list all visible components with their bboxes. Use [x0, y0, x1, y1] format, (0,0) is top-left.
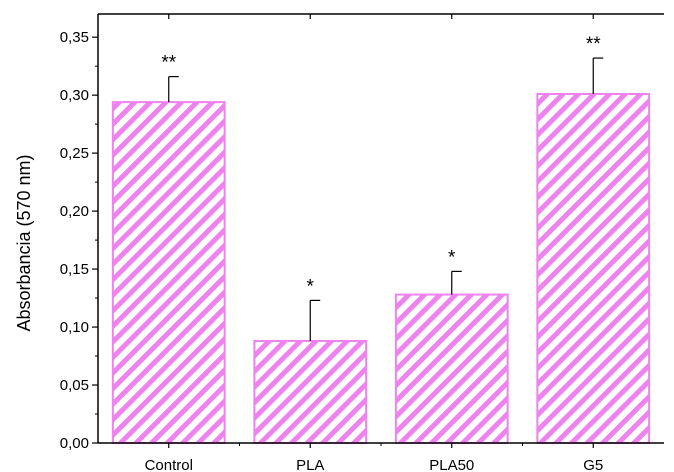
- y-axis-label: Absorbancia (570 nm): [14, 154, 34, 331]
- y-tick-label: 0,15: [60, 261, 89, 278]
- plot-area: ****** 0,000,050,100,150,200,250,300,35 …: [60, 13, 664, 472]
- x-tick-label-g5: G5: [583, 457, 603, 472]
- y-tick-label: 0,35: [60, 29, 89, 46]
- y-tick-label: 0,05: [60, 377, 89, 394]
- y-tick-label: 0,25: [60, 145, 89, 162]
- bar-pla: [253, 339, 368, 444]
- error-bars-group: [168, 57, 604, 341]
- significance-mark-control: **: [161, 53, 176, 74]
- bar-control: [111, 101, 226, 444]
- bars-group: [111, 93, 651, 445]
- y-ticks-group: 0,00 0,05 0,10 0,15 0,20 0,25 0,30 0,35: [60, 29, 98, 452]
- x-tick-label-control: Control: [145, 457, 193, 472]
- bar-g5: [536, 93, 651, 444]
- x-tick-label-pla: PLA: [296, 457, 324, 472]
- y-tick-label: 0,30: [60, 87, 89, 104]
- y-tick-label: 0,00: [60, 435, 89, 452]
- x-tick-label-pla50: PLA50: [429, 457, 474, 472]
- bar-pla50: [394, 293, 509, 445]
- significance-marks-group: ******: [161, 34, 601, 297]
- y-tick-label: 0,10: [60, 319, 89, 336]
- y-tick-label: 0,20: [60, 203, 89, 220]
- x-ticks-group: Control PLA PLA50 G5: [145, 14, 603, 472]
- significance-mark-pla: *: [307, 276, 315, 297]
- significance-mark-pla50: *: [448, 247, 456, 268]
- significance-mark-g5: **: [586, 34, 601, 55]
